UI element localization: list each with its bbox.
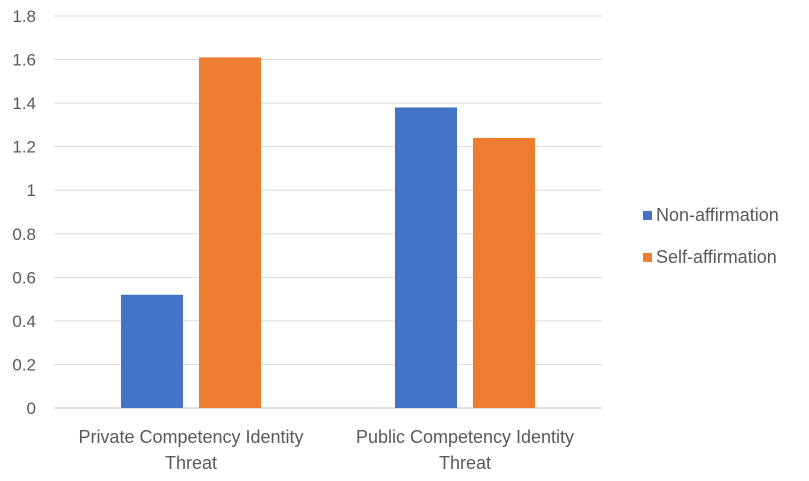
y-tick-label: 0.4 [12, 312, 36, 331]
x-axis-labels: Private Competency Identity Threat Public … [78, 427, 574, 473]
bar-non-affirmation-2 [395, 107, 457, 408]
bar-self-affirmation-2 [473, 137, 535, 408]
bar-self-affirmation-1 [199, 57, 261, 408]
legend-label: Non-affirmation [656, 205, 779, 225]
y-tick-label: 0 [27, 399, 36, 418]
x-tick-label: Public Competency Identity Threat [356, 427, 574, 473]
y-tick-label: 1 [27, 181, 36, 200]
y-tick-label: 0.6 [12, 268, 36, 287]
legend-swatch [643, 211, 652, 220]
legend: Non-affirmation Self-affirmation [643, 205, 779, 267]
y-axis-ticks: 0 0.2 0.4 0.6 0.8 1 1.2 1.4 1.6 1.8 [12, 7, 36, 418]
y-tick-label: 1.4 [12, 94, 36, 113]
y-tick-label: 1.2 [12, 138, 36, 157]
bar-non-affirmation-1 [121, 294, 183, 408]
x-tick-label: Private Competency Identity Threat [78, 427, 303, 473]
legend-swatch [643, 253, 652, 262]
y-tick-label: 1.8 [12, 7, 36, 26]
y-tick-label: 0.2 [12, 355, 36, 374]
y-tick-label: 1.6 [12, 51, 36, 70]
legend-label: Self-affirmation [656, 247, 777, 267]
bars [121, 57, 535, 408]
y-tick-label: 0.8 [12, 225, 36, 244]
